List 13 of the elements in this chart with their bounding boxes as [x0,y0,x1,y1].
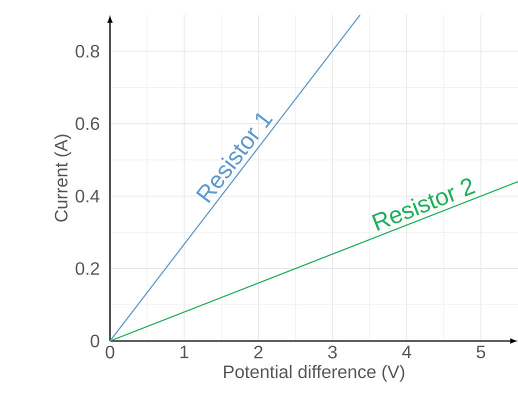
y-tick-label: 0.6 [76,117,100,130]
x-tick-label: 2 [254,346,262,358]
x-tick-label: 3 [328,346,337,358]
y-tick-label: 0.2 [76,262,100,275]
x-axis-title: Potential difference (V) [224,364,404,382]
x-tick-label: 4 [402,346,412,358]
y-tick-label: 0.8 [76,44,100,58]
x-tick-label: 0 [106,346,114,358]
y-tick-label: 0.4 [76,190,100,202]
y-tick-label: 0 [90,334,100,348]
x-tick-label: 1 [180,346,188,358]
y-axis-title: Current (A) [54,134,72,222]
x-tick-label: 5 [476,346,486,358]
